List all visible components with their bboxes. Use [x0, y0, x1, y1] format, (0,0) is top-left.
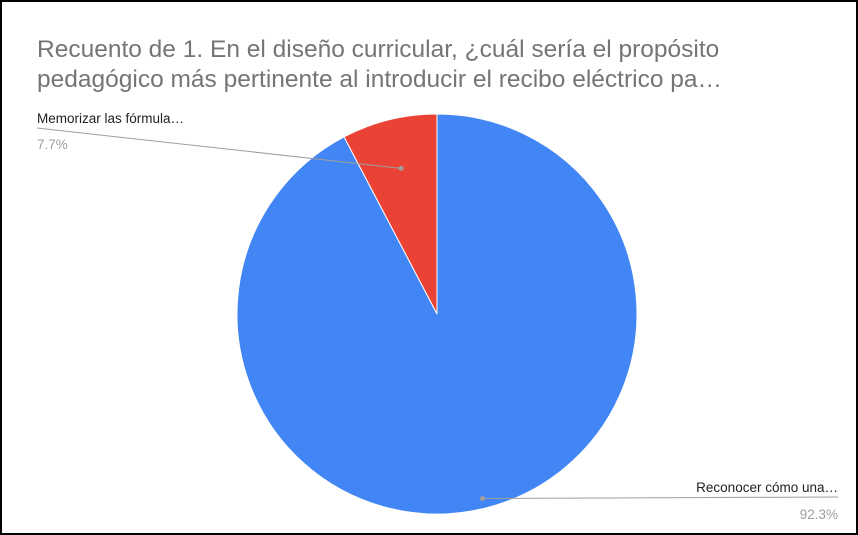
- chart-title: Recuento de 1. En el diseño curricular, …: [37, 35, 847, 95]
- pie-slice-1: [236, 113, 638, 515]
- slice-labels: Memorizar las fórmula… 7.7% Reconocer cómo…: [37, 111, 838, 522]
- leader-line-1: [482, 496, 839, 499]
- slice-label-0: Memorizar las fórmula…: [37, 111, 184, 126]
- pie-slices: [236, 113, 638, 515]
- leader-lines: [36, 127, 839, 501]
- slice-percent-0: 7.7%: [37, 137, 68, 152]
- leader-line-0: [36, 127, 402, 169]
- slice-label-1: Reconocer cómo una…: [696, 480, 838, 495]
- chart-title-line-2: pedagógico más pertinente al introducir …: [37, 66, 723, 93]
- pie-slice-0: [343, 113, 438, 315]
- chart-title-line-1: Recuento de 1. En el diseño curricular, …: [37, 36, 720, 63]
- slice-percent-1: 92.3%: [800, 507, 838, 522]
